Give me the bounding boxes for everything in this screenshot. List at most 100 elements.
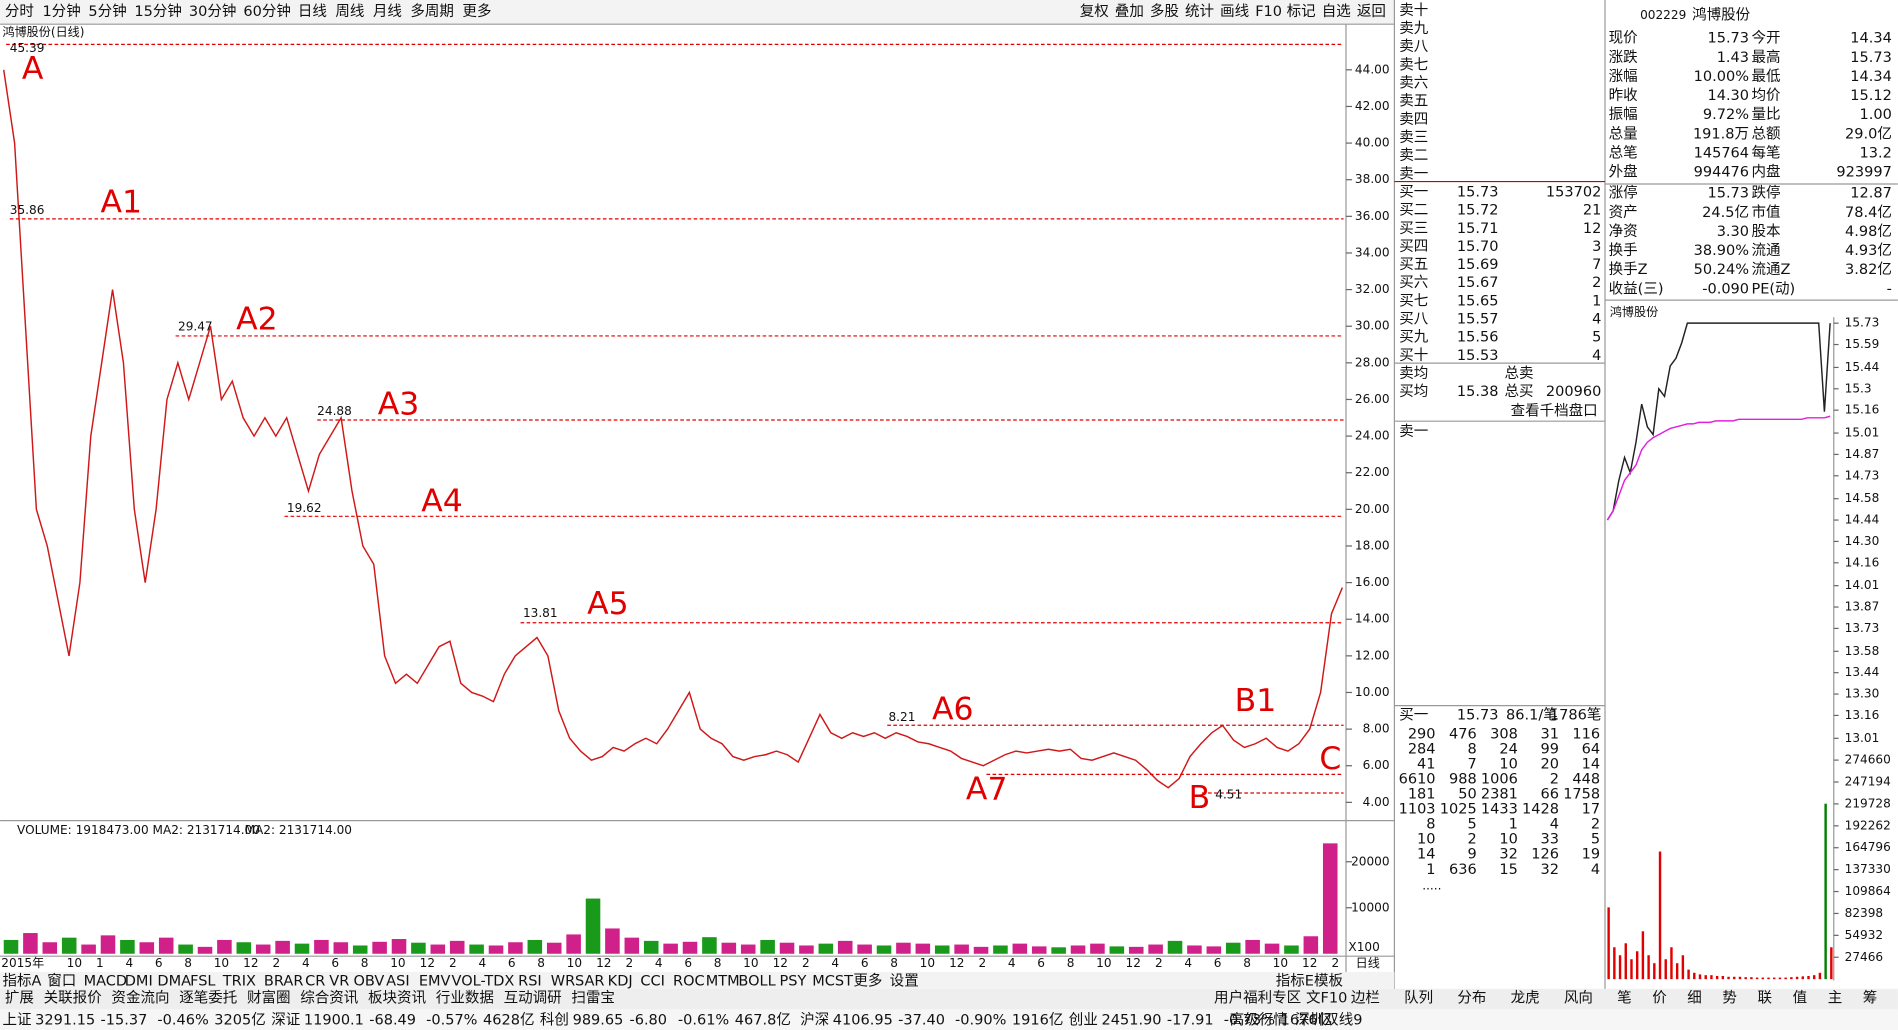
period-tab[interactable]: 多周期 bbox=[410, 3, 454, 20]
period-tab[interactable]: 日线 bbox=[298, 3, 327, 20]
indicator-tab[interactable]: 设置 bbox=[890, 973, 919, 990]
indicator-tab[interactable]: RSI bbox=[518, 974, 542, 990]
tool-button[interactable]: 标记 bbox=[1287, 3, 1316, 20]
info-tab[interactable]: 资金流向 bbox=[111, 990, 169, 1007]
tool-button[interactable]: F10 bbox=[1255, 4, 1282, 20]
side-tab[interactable]: 细 bbox=[1687, 990, 1702, 1007]
side-tab[interactable]: 筹 bbox=[1863, 990, 1878, 1007]
tool-button[interactable]: 统计 bbox=[1185, 3, 1214, 20]
quote-value: 1.00 bbox=[1860, 107, 1892, 123]
period-tab[interactable]: 15分钟 bbox=[134, 3, 182, 20]
date-label: 2 bbox=[978, 956, 986, 970]
side-tab[interactable]: 价 bbox=[1652, 991, 1667, 1007]
side-tab[interactable]: 风向 bbox=[1564, 990, 1593, 1007]
intraday-volume bbox=[1727, 976, 1730, 980]
trade-cell: 7 bbox=[1467, 757, 1476, 773]
volume-bar bbox=[391, 939, 407, 954]
info-tab[interactable]: 综合资讯 bbox=[300, 990, 359, 1007]
date-label: 2 bbox=[1155, 956, 1163, 970]
indicator-tab[interactable]: BOLL bbox=[738, 974, 776, 990]
level-label: B bbox=[1189, 780, 1211, 816]
quote-label: 昨收 bbox=[1609, 87, 1638, 104]
volume-bar bbox=[837, 940, 853, 954]
indicator-tab[interactable]: 窗口 bbox=[47, 972, 76, 990]
volume-bar bbox=[1225, 942, 1241, 954]
promo-tab[interactable]: 用户福利专区 bbox=[1214, 990, 1301, 1007]
tool-button[interactable]: 多股 bbox=[1150, 3, 1179, 20]
intraday-volume bbox=[1664, 959, 1667, 980]
promo-tab[interactable]: 文F10 bbox=[1306, 990, 1347, 1007]
depth-link[interactable]: 查看千档盘口 bbox=[1511, 402, 1598, 420]
indicator-tab[interactable]: VR bbox=[329, 974, 349, 990]
period-tab[interactable]: 更多 bbox=[462, 3, 491, 20]
indicator-tab[interactable]: TRIX bbox=[222, 974, 256, 990]
indicator-tab[interactable]: ASI bbox=[386, 974, 409, 990]
period-tab[interactable]: 5分钟 bbox=[88, 3, 126, 20]
date-label: 6 bbox=[684, 956, 692, 970]
indicator-tab[interactable]: ROC bbox=[673, 974, 705, 990]
side-tab[interactable]: 联 bbox=[1758, 990, 1773, 1007]
y-tick-label: 274660 bbox=[1845, 753, 1891, 767]
side-tab[interactable]: 势 bbox=[1722, 990, 1737, 1007]
level-price-label: 4.51 bbox=[1215, 788, 1242, 802]
tool-button[interactable]: 复权 bbox=[1080, 2, 1110, 20]
quote-value: 50.24% bbox=[1694, 262, 1749, 278]
indicator-tab[interactable]: MCST bbox=[812, 974, 853, 990]
side-tab[interactable]: 队列 bbox=[1404, 990, 1433, 1007]
indicator-tab[interactable]: CCI bbox=[640, 974, 665, 990]
indicator-tab[interactable]: OBV bbox=[354, 974, 385, 990]
mark-label: C bbox=[1319, 741, 1341, 777]
indicator-tab[interactable]: 更多 bbox=[853, 973, 882, 990]
info-tab[interactable]: 关联报价 bbox=[44, 990, 103, 1007]
trade-cell: 1428 bbox=[1522, 802, 1559, 818]
trade-cell: 1 bbox=[1509, 817, 1518, 833]
info-tab[interactable]: 板块资讯 bbox=[368, 989, 427, 1007]
side-tab[interactable]: 分布 bbox=[1457, 990, 1486, 1007]
tool-button[interactable]: 画线 bbox=[1220, 3, 1249, 20]
promo-tab[interactable]: 边栏 bbox=[1351, 990, 1380, 1007]
tool-button[interactable]: 叠加 bbox=[1115, 3, 1144, 20]
y-tick-label: 164796 bbox=[1845, 840, 1891, 854]
indicator-tab[interactable]: KDJ bbox=[608, 974, 633, 990]
indicator-tab[interactable]: WR bbox=[551, 974, 575, 990]
info-tab[interactable]: 扫雷宝 bbox=[571, 990, 615, 1007]
side-tab[interactable]: 主 bbox=[1828, 990, 1843, 1007]
indicator-tab[interactable]: FSL bbox=[190, 974, 216, 990]
tool-button[interactable]: 返回 bbox=[1357, 3, 1386, 20]
info-tab[interactable]: 逐笔委托 bbox=[179, 990, 237, 1007]
indicator-tab[interactable]: SAR bbox=[575, 974, 605, 990]
info-tab[interactable]: 财富圈 bbox=[247, 989, 291, 1007]
sell-level: 卖七 bbox=[1399, 56, 1428, 73]
period-tab[interactable]: 30分钟 bbox=[189, 3, 237, 20]
side-tab[interactable]: 值 bbox=[1793, 990, 1808, 1007]
trade-cell: 17 bbox=[1582, 802, 1600, 818]
info-tab[interactable]: 互动调研 bbox=[504, 990, 562, 1007]
y-tick-label: 27466 bbox=[1845, 950, 1883, 964]
side-tab[interactable]: 龙虎 bbox=[1511, 990, 1540, 1007]
indicator-tab[interactable]: CR bbox=[305, 974, 325, 990]
info-tab[interactable]: 行业数据 bbox=[436, 990, 494, 1007]
indicator-tab[interactable]: DMI bbox=[125, 974, 153, 990]
indicator-tab[interactable]: DMA bbox=[157, 974, 191, 990]
indicator-tab[interactable]: MTM bbox=[706, 974, 740, 990]
volume-bar bbox=[469, 944, 484, 954]
period-tab[interactable]: 分时 bbox=[5, 3, 34, 20]
indicator-tab[interactable]: VOL-TDX bbox=[452, 974, 515, 990]
indicator-tab[interactable]: MACD bbox=[84, 974, 128, 990]
indicator-bar bbox=[0, 971, 1395, 989]
date-label: 8 bbox=[890, 956, 898, 970]
period-tab[interactable]: 1分钟 bbox=[42, 3, 80, 20]
period-tab[interactable]: 周线 bbox=[335, 3, 364, 20]
info-tab[interactable]: 扩展 bbox=[5, 990, 34, 1007]
buy-avg: 15.38 bbox=[1457, 384, 1499, 400]
tool-button[interactable]: 自选 bbox=[1322, 3, 1352, 20]
side-tab[interactable]: 笔 bbox=[1617, 990, 1632, 1007]
indicator-tab[interactable]: EMV bbox=[419, 974, 451, 990]
indicator-template[interactable]: 指标E模板 bbox=[1276, 972, 1344, 990]
period-tab[interactable]: 60分钟 bbox=[243, 3, 291, 20]
indicator-tab[interactable]: 指标A bbox=[3, 973, 42, 990]
indicator-tab[interactable]: PSY bbox=[780, 974, 807, 990]
intraday-volume bbox=[1607, 907, 1610, 980]
period-tab[interactable]: 月线 bbox=[373, 3, 402, 20]
indicator-tab[interactable]: BRAR bbox=[264, 974, 303, 990]
